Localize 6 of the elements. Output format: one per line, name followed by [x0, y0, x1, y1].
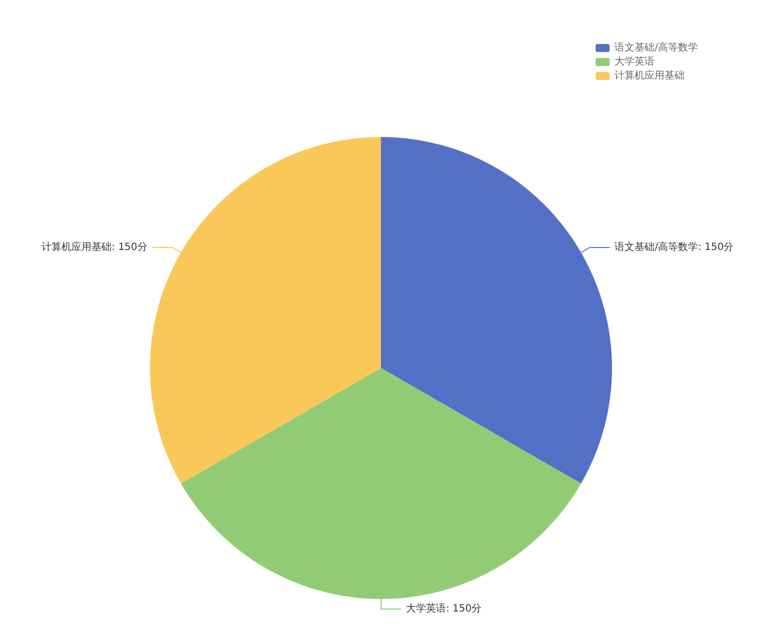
legend-label: 大学英语	[614, 56, 655, 68]
data-label: 大学英语: 150分	[406, 602, 482, 614]
data-label: 计算机应用基础: 150分	[42, 241, 148, 253]
legend-label: 语文基础/高等数学	[614, 42, 698, 54]
data-label: 语文基础/高等数学: 150分	[614, 241, 734, 253]
legend-label: 计算机应用基础	[614, 70, 685, 82]
